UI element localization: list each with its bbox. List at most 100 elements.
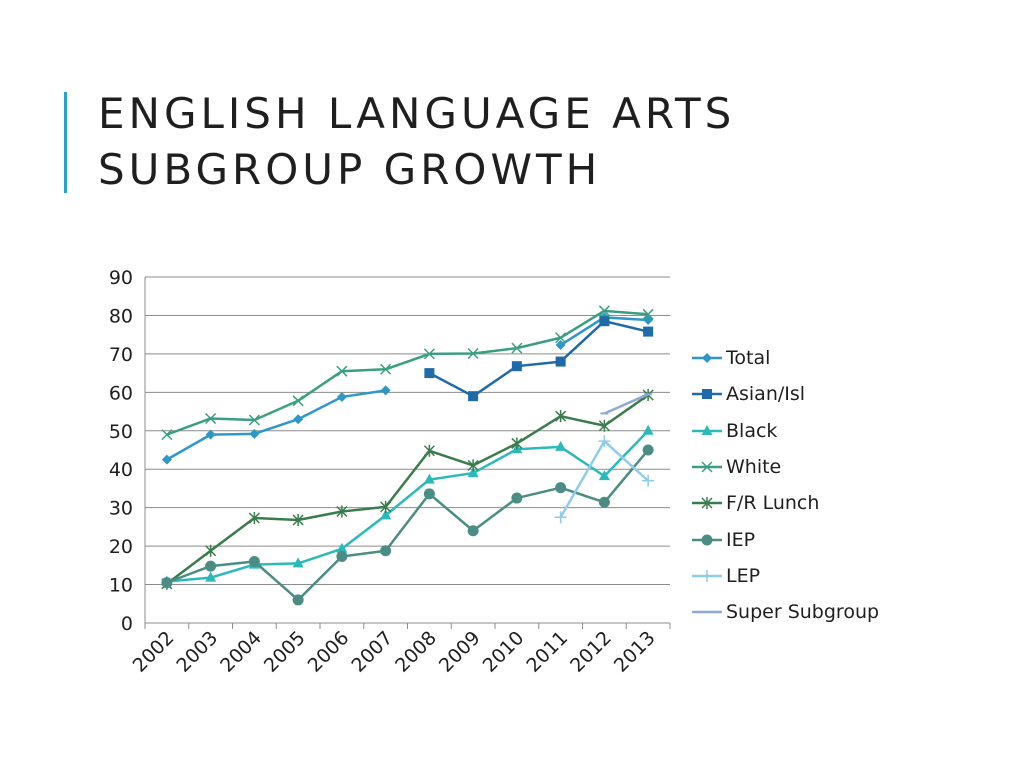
x-tick-label: 2008: [391, 627, 441, 677]
data-point: [336, 391, 347, 402]
data-point: [598, 496, 610, 508]
legend-label: Super Subgroup: [726, 601, 880, 624]
data-point: [511, 342, 523, 354]
data-point: [642, 308, 654, 320]
legend-swatch: [692, 389, 722, 400]
data-point: [642, 474, 655, 487]
y-tick-label: 80: [109, 305, 133, 327]
series-line: [166, 449, 650, 602]
data-point: [293, 414, 304, 425]
data-point: [380, 545, 392, 557]
series-iep: [161, 444, 654, 606]
data-point: [555, 356, 566, 367]
x-tick-label: 2003: [172, 627, 222, 677]
data-point: [336, 505, 348, 518]
legend-label: Black: [726, 419, 778, 442]
data-point: [554, 511, 567, 524]
x-tick-label: 2007: [347, 627, 397, 677]
data-point: [555, 482, 567, 494]
legend-label: White: [726, 456, 782, 479]
legend-label: LEP: [726, 564, 761, 587]
data-point: [205, 412, 217, 425]
accent-bar: [64, 92, 67, 193]
y-tick-label: 90: [109, 267, 133, 289]
series-line: [166, 316, 649, 461]
legend-swatch: [692, 534, 722, 546]
series-line: [603, 393, 649, 415]
legend-marker: [701, 424, 713, 435]
series-total: [161, 312, 654, 465]
data-point: [511, 361, 522, 372]
data-point: [205, 560, 217, 572]
data-point: [380, 500, 392, 513]
data-point: [511, 492, 523, 504]
x-tick-label: 2013: [610, 627, 660, 677]
data-point: [336, 550, 348, 562]
data-point: [249, 428, 260, 439]
data-point: [555, 410, 567, 423]
data-point: [598, 470, 610, 481]
x-tick-label: 2012: [566, 627, 616, 677]
x-tick-label: 2010: [479, 627, 529, 677]
legend-label: F/R Lunch: [726, 492, 820, 515]
data-point: [642, 444, 654, 456]
data-point: [424, 368, 435, 379]
legend-item: LEP: [690, 558, 879, 594]
data-point: [423, 348, 435, 360]
legend-item: White: [690, 449, 879, 485]
series-asian-isl: [424, 316, 654, 402]
data-point: [555, 332, 567, 344]
x-tick-label: 2011: [522, 627, 572, 677]
series-lep: [554, 435, 655, 524]
series-black: [161, 424, 654, 586]
x-tick-label: 2006: [304, 627, 354, 677]
legend-label: Asian/Isl: [726, 383, 806, 406]
data-point: [599, 316, 610, 327]
data-point: [598, 305, 610, 317]
series-white: [161, 305, 654, 441]
data-point: [555, 440, 567, 451]
legend-item: Asian/Isl: [690, 376, 879, 412]
data-point: [423, 444, 435, 457]
data-point: [643, 326, 654, 337]
data-point: [511, 437, 523, 450]
x-tick-label: 2009: [435, 627, 485, 677]
legend-swatch: [692, 569, 722, 582]
data-point: [467, 459, 479, 472]
data-point: [292, 513, 304, 526]
legend-swatch: [692, 424, 722, 435]
legend-item: Black: [690, 413, 879, 449]
series-line: [428, 319, 649, 398]
data-point: [205, 571, 217, 582]
x-tick-label: 2005: [260, 627, 310, 677]
data-point: [380, 385, 391, 396]
data-point: [292, 395, 304, 407]
data-point: [161, 429, 173, 441]
y-tick-label: 30: [109, 498, 133, 520]
data-point: [161, 577, 173, 589]
legend-item: Total: [690, 340, 879, 376]
data-point: [643, 315, 654, 326]
x-tick-label: 2002: [129, 627, 179, 677]
legend-marker: [701, 569, 713, 582]
data-point: [248, 512, 260, 525]
legend-marker: [701, 534, 713, 546]
data-point: [248, 555, 260, 567]
legend-marker: [702, 389, 712, 400]
legend-swatch: [692, 610, 722, 614]
series-line: [166, 309, 649, 436]
data-point: [423, 488, 435, 500]
legend-marker: [701, 461, 713, 473]
data-point: [161, 454, 172, 465]
data-point: [205, 544, 217, 557]
data-point: [598, 419, 610, 432]
legend-item: Super Subgroup: [690, 594, 879, 630]
legend-item: IEP: [690, 521, 879, 557]
data-point: [467, 467, 479, 478]
legend-swatch: [692, 353, 722, 364]
y-tick-label: 40: [109, 459, 133, 481]
legend-swatch: [692, 461, 722, 473]
data-point: [555, 340, 566, 351]
series-line: [166, 429, 650, 583]
